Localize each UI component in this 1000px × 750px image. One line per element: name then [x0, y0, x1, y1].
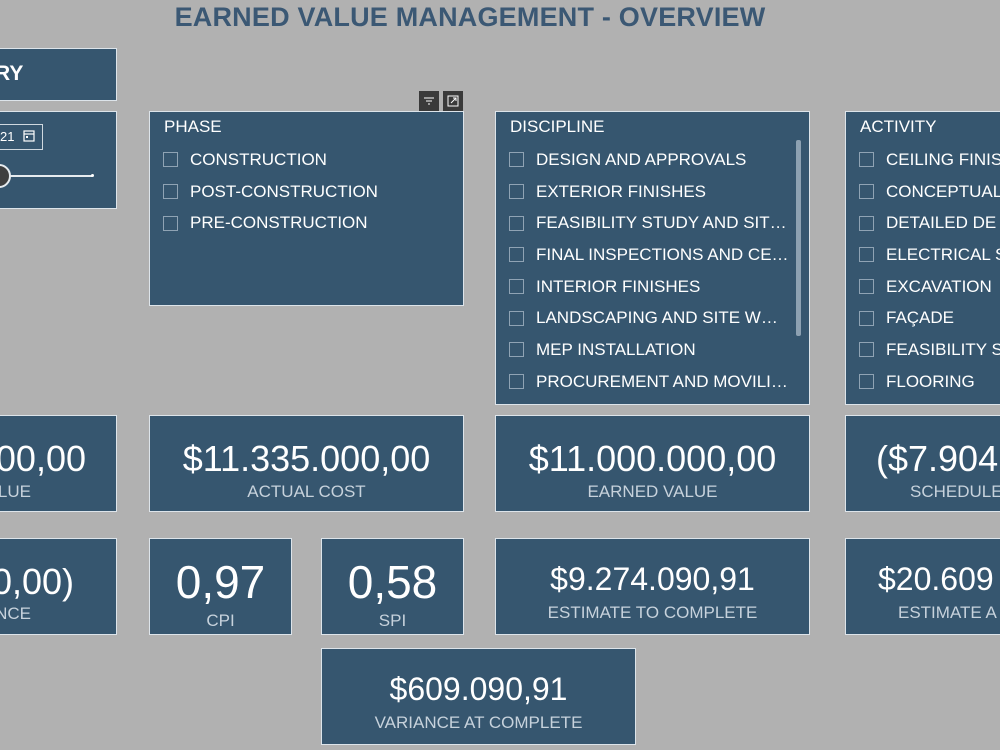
checkbox[interactable] [509, 342, 524, 358]
schedule-variance-label: SCHEDULE [910, 482, 1000, 501]
checkbox[interactable] [509, 215, 524, 231]
phase-slicer: PHASE CONSTRUCTION POST-CONSTRUCTION PRE… [149, 111, 464, 306]
discipline-item[interactable]: FEASIBILITY STUDY AND SIT… [509, 207, 791, 239]
checkbox[interactable] [509, 184, 524, 200]
activity-item[interactable]: FLOORING [859, 366, 1000, 398]
date-slicer[interactable]: 21 [0, 111, 117, 209]
slider-end-dot[interactable] [91, 174, 94, 177]
phase-item[interactable]: POST-CONSTRUCTION [163, 176, 447, 208]
earned-value-card: $11.000.000,00 EARNED VALUE [495, 415, 810, 512]
page-title: EARNED VALUE MANAGEMENT - OVERVIEW [174, 2, 766, 32]
actual-cost-value: $11.335.000,00 [182, 438, 431, 479]
estimate-at-complete-value: $20.609 [878, 561, 994, 597]
variance-at-complete-label: VARIANCE AT COMPLETE [374, 713, 583, 732]
spi-label: SPI [378, 611, 407, 630]
activity-item[interactable]: DETAILED DE [859, 207, 1000, 239]
discipline-item[interactable]: PROCUREMENT AND MOVILI… [509, 366, 791, 398]
cost-variance-value: 0,00) [0, 561, 74, 602]
discipline-item[interactable]: DESIGN AND APPROVALS [509, 144, 791, 176]
discipline-item[interactable]: LANDSCAPING AND SITE WO… [509, 302, 791, 334]
checkbox[interactable] [509, 279, 524, 295]
checkbox[interactable] [859, 342, 874, 358]
discipline-item[interactable]: EXTERIOR FINISHES [509, 176, 791, 208]
spi-value: 0,58 [347, 556, 438, 608]
cpi-value: 0,97 [175, 556, 266, 608]
activity-slicer-title: ACTIVITY [860, 117, 937, 136]
estimate-to-complete-value: $9.274.090,91 [550, 561, 755, 597]
discipline-slicer: DISCIPLINE DESIGN AND APPROVALS EXTERIOR… [495, 111, 810, 405]
discipline-slicer-title: DISCIPLINE [510, 117, 605, 136]
checkbox[interactable] [859, 247, 874, 263]
activity-item[interactable]: FEASIBILITY S [859, 334, 1000, 366]
discipline-item[interactable]: MEP INSTALLATION [509, 334, 791, 366]
checkbox[interactable] [859, 279, 874, 295]
checkbox[interactable] [509, 374, 524, 390]
discipline-scrollbar[interactable] [796, 140, 801, 336]
phase-slicer-title: PHASE [164, 117, 222, 136]
spi-card: 0,58 SPI [321, 538, 464, 635]
filter-icon[interactable] [419, 91, 439, 111]
estimate-at-complete-label: ESTIMATE A [898, 603, 997, 622]
checkbox[interactable] [509, 152, 524, 168]
checkbox[interactable] [163, 152, 178, 168]
checkbox[interactable] [509, 310, 524, 326]
estimate-at-complete-card: $20.609 ESTIMATE A [845, 538, 1000, 635]
checkbox[interactable] [859, 215, 874, 231]
date-input-value: 21 [0, 129, 15, 144]
actual-cost-label: ACTUAL COST [247, 482, 366, 501]
earned-value-label: EARNED VALUE [587, 482, 718, 501]
variance-at-complete-value: $609.090,91 [389, 671, 568, 707]
estimate-to-complete-label: ESTIMATE TO COMPLETE [547, 603, 758, 622]
phase-item[interactable]: PRE-CONSTRUCTION [163, 207, 447, 239]
checkbox[interactable] [859, 152, 874, 168]
actual-cost-card: $11.335.000,00 ACTUAL COST [149, 415, 464, 512]
earned-value-value: $11.000.000,00 [528, 438, 777, 479]
schedule-variance-value: ($7.904 [876, 438, 999, 479]
header-card: RY [0, 48, 117, 101]
planned-value-label: LUE [0, 482, 31, 501]
date-input[interactable]: 21 [0, 124, 43, 150]
planned-value-value: 00,00 [0, 438, 86, 479]
activity-item[interactable]: CONCEPTUAL [859, 176, 1000, 208]
cost-variance-card: 0,00) NCE [0, 538, 117, 635]
activity-item[interactable]: FAÇADE [859, 302, 1000, 334]
activity-item[interactable]: CEILING FINIS [859, 144, 1000, 176]
checkbox[interactable] [509, 247, 524, 263]
header-card-label: RY [0, 62, 24, 85]
activity-item[interactable]: EXCAVATION [859, 271, 1000, 303]
calendar-icon[interactable] [23, 129, 35, 147]
activity-item[interactable]: ELECTRICAL S [859, 239, 1000, 271]
checkbox[interactable] [163, 184, 178, 200]
focus-mode-icon[interactable] [443, 91, 463, 111]
cpi-label: CPI [206, 611, 235, 630]
checkbox[interactable] [163, 215, 178, 231]
discipline-item[interactable]: FINAL INSPECTIONS AND CE… [509, 239, 791, 271]
cost-variance-label: NCE [0, 604, 31, 623]
cpi-card: 0,97 CPI [149, 538, 292, 635]
schedule-variance-card: ($7.904 SCHEDULE [845, 415, 1000, 512]
checkbox[interactable] [859, 184, 874, 200]
discipline-item[interactable]: INTERIOR FINISHES [509, 271, 791, 303]
phase-item[interactable]: CONSTRUCTION [163, 144, 447, 176]
slider-track[interactable] [9, 175, 92, 177]
activity-slicer: ACTIVITY CEILING FINIS CONCEPTUAL DETAIL… [845, 111, 1000, 405]
planned-value-card: 00,00 LUE [0, 415, 117, 512]
checkbox[interactable] [859, 310, 874, 326]
checkbox[interactable] [859, 374, 874, 390]
slider-handle[interactable] [0, 164, 11, 188]
estimate-to-complete-card: $9.274.090,91 ESTIMATE TO COMPLETE [495, 538, 810, 635]
variance-at-complete-card: $609.090,91 VARIANCE AT COMPLETE [321, 648, 636, 745]
